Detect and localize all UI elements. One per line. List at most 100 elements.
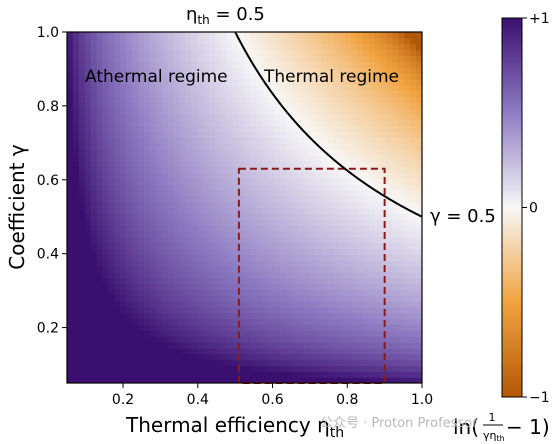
heatmap-cell <box>90 96 98 103</box>
heatmap-cell <box>120 90 127 97</box>
heatmap-cell <box>339 72 346 80</box>
heatmap-cell <box>356 324 364 331</box>
heatmap-cell <box>356 371 364 378</box>
heatmap-cell <box>120 189 127 197</box>
heatmap-cell <box>416 37 422 45</box>
heatmap-cell <box>209 108 216 115</box>
heatmap-cell <box>274 312 281 320</box>
heatmap-cell <box>280 78 287 86</box>
heatmap-cell <box>280 49 287 56</box>
heatmap-cell <box>161 277 169 285</box>
heatmap-cell <box>386 55 394 62</box>
heatmap-cell <box>185 207 192 214</box>
heatmap-cell <box>327 55 334 62</box>
heatmap-cell <box>398 336 405 343</box>
heatmap-cell <box>149 49 157 56</box>
heatmap-cell <box>386 377 394 383</box>
heatmap-cell <box>404 154 411 162</box>
heatmap-cell <box>339 178 346 185</box>
heatmap-cell <box>297 32 305 39</box>
heatmap-cell <box>351 318 358 326</box>
heatmap-cell <box>356 119 364 127</box>
heatmap-cell <box>327 137 334 144</box>
heatmap-cell <box>120 178 127 185</box>
heatmap-cell <box>173 324 181 331</box>
heatmap-cell <box>155 295 163 302</box>
heatmap-cell <box>339 102 346 109</box>
heatmap-cell <box>232 84 240 92</box>
heatmap-cell <box>398 43 405 51</box>
heatmap-cell <box>368 207 376 214</box>
heatmap-cell <box>345 207 352 214</box>
heatmap-cell <box>285 195 293 203</box>
heatmap-cell <box>78 365 86 372</box>
heatmap-cell <box>386 318 394 326</box>
heatmap-cell <box>197 260 204 267</box>
heatmap-cell <box>321 359 328 367</box>
heatmap-cell <box>285 213 293 220</box>
heatmap-cell <box>327 67 334 74</box>
heatmap-cell <box>351 43 358 51</box>
heatmap-cell <box>238 371 246 378</box>
heatmap-cell <box>291 225 299 232</box>
heatmap-cell <box>297 96 305 103</box>
heatmap-cell <box>285 137 293 144</box>
heatmap-cell <box>138 213 145 220</box>
heatmap-cell <box>67 347 74 355</box>
heatmap-cell <box>250 225 257 232</box>
heatmap-cell <box>339 137 346 144</box>
heatmap-cell <box>214 160 222 168</box>
heatmap-cell <box>155 365 163 372</box>
heatmap-cell <box>90 318 98 326</box>
heatmap-cell <box>232 125 240 133</box>
heatmap-cell <box>102 301 110 308</box>
heatmap-cell <box>250 271 257 279</box>
heatmap-cell <box>285 166 293 173</box>
heatmap-cell <box>67 108 74 115</box>
heatmap-cell <box>309 125 317 133</box>
heatmap-cell <box>155 201 163 209</box>
heatmap-cell <box>309 324 317 331</box>
heatmap-cell <box>143 295 151 302</box>
heatmap-cell <box>274 254 281 261</box>
heatmap-cell <box>90 37 98 45</box>
heatmap-cell <box>67 295 74 302</box>
heatmap-cell <box>108 125 115 133</box>
heatmap-cell <box>315 353 323 361</box>
heatmap-cell <box>197 32 204 39</box>
heatmap-cell <box>78 113 86 121</box>
heatmap-cell <box>173 154 181 162</box>
y-tick-label: 0.4 <box>37 247 59 263</box>
heatmap-cell <box>374 371 382 378</box>
heatmap-cell <box>90 90 98 97</box>
heatmap-cell <box>220 125 228 133</box>
heatmap-cell <box>321 61 328 68</box>
heatmap-cell <box>126 102 133 109</box>
heatmap-cell <box>256 32 263 39</box>
heatmap-cell <box>138 178 145 185</box>
heatmap-cell <box>185 172 192 179</box>
heatmap-cell <box>374 230 382 238</box>
heatmap-cell <box>368 172 376 179</box>
heatmap-cell <box>345 236 352 244</box>
heatmap-cell <box>72 160 80 168</box>
heatmap-cell <box>339 61 346 68</box>
heatmap-cell <box>226 160 234 168</box>
heatmap-cell <box>197 49 204 56</box>
heatmap-cell <box>303 189 311 197</box>
heatmap-cell <box>404 365 411 372</box>
heatmap-cell <box>303 371 311 378</box>
heatmap-cell <box>84 359 92 367</box>
heatmap-cell <box>220 283 228 290</box>
heatmap-cell <box>386 347 394 355</box>
heatmap-cell <box>90 271 98 279</box>
heatmap-cell <box>327 108 334 115</box>
heatmap-cell <box>404 271 411 279</box>
heatmap-cell <box>84 149 92 156</box>
heatmap-cell <box>197 353 204 361</box>
heatmap-cell <box>96 78 104 86</box>
heatmap-cell <box>132 318 139 326</box>
heatmap-cell <box>67 225 74 232</box>
heatmap-cell <box>78 55 86 62</box>
heatmap-cell <box>392 78 399 86</box>
